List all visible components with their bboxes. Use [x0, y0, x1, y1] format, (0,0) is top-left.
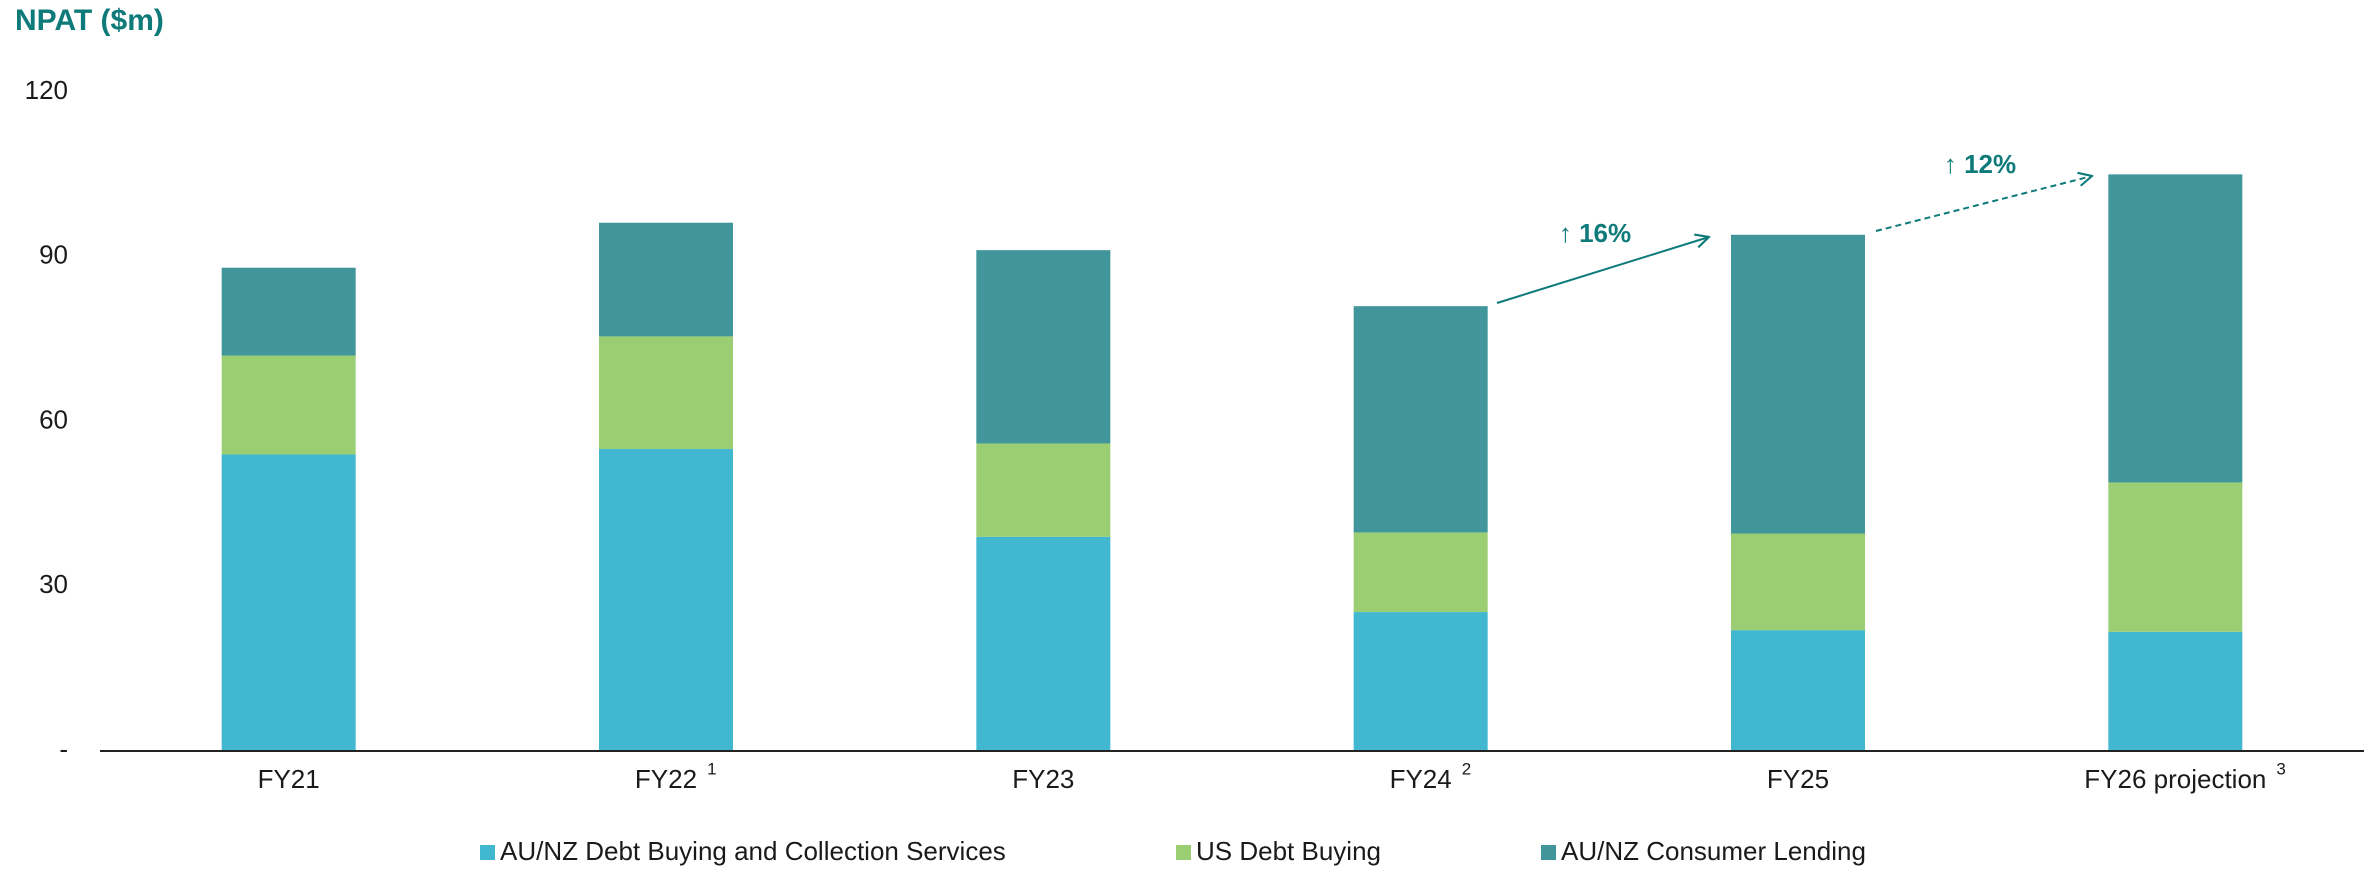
bar-segment: [221, 267, 356, 356]
bar-segment: [1353, 306, 1488, 533]
y-tick-label: 60: [39, 404, 68, 434]
legend-label: AU/NZ Consumer Lending: [1561, 836, 1866, 866]
footnote-marker: 1: [707, 759, 716, 778]
x-tick-label: FY26 projection: [2084, 764, 2266, 794]
x-tick-label: FY25: [1767, 764, 1829, 794]
bar-segment: [2108, 174, 2243, 483]
bar-segment: [1731, 533, 1865, 631]
bar-segment: [1731, 630, 1865, 751]
x-tick-label: FY23: [1012, 764, 1074, 794]
legend-swatch: [480, 845, 495, 860]
y-tick-label: 90: [39, 240, 68, 270]
x-tick-label: FY21: [258, 764, 320, 794]
growth-arrow: [1496, 237, 1709, 304]
bar-segment: [599, 448, 733, 751]
legend-swatch: [1541, 845, 1556, 860]
footnote-marker: 3: [2276, 759, 2285, 778]
legend-swatch: [1176, 845, 1191, 860]
bar-segment: [221, 355, 356, 455]
annotation: ↑ 16%: [1559, 218, 1631, 248]
y-tick-label: 30: [39, 569, 68, 599]
bar-segment: [2108, 482, 2243, 632]
bar-segment: [599, 222, 733, 337]
bar-segment: [976, 536, 1111, 751]
bar-segment: [2108, 631, 2243, 751]
bar-segment: [1353, 612, 1488, 751]
x-tick-label: FY22: [635, 764, 697, 794]
bar-segment: [221, 454, 356, 751]
growth-arrow: [1875, 176, 2092, 232]
legend-label: AU/NZ Debt Buying and Collection Service…: [500, 836, 1006, 866]
y-tick-label: 120: [25, 75, 68, 105]
y-tick-label: -: [59, 734, 68, 764]
chart-title: NPAT ($m): [15, 4, 164, 37]
bar-segment: [1731, 234, 1865, 534]
footnote-marker: 2: [1462, 759, 1471, 778]
bar-segment: [976, 250, 1111, 444]
x-tick-label: FY24: [1390, 764, 1452, 794]
legend-label: US Debt Buying: [1196, 836, 1381, 866]
annotation: ↑ 12%: [1944, 149, 2016, 179]
bar-segment: [1353, 532, 1488, 613]
bar-segment: [976, 443, 1111, 537]
bar-segment: [599, 336, 733, 449]
